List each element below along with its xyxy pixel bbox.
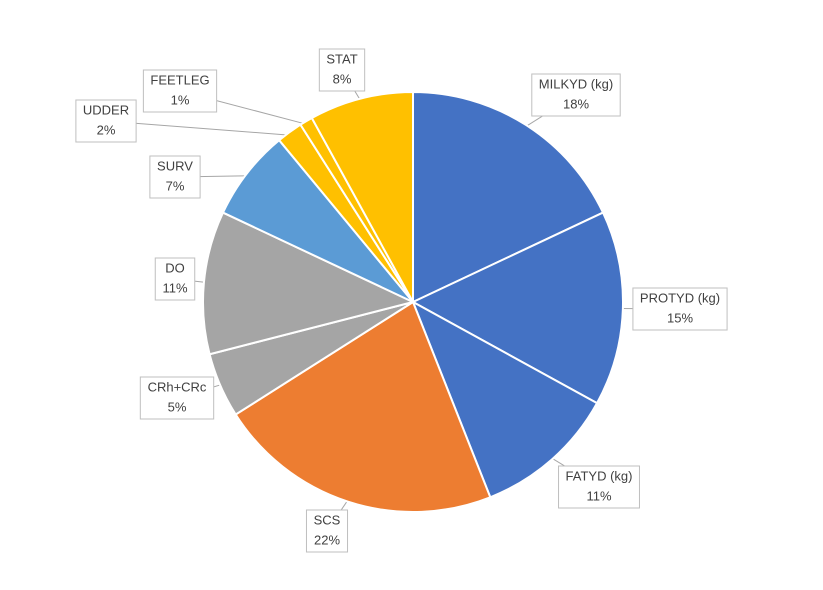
label-box: [154, 257, 196, 301]
data-label: PROTYD (kg) 15%: [632, 287, 728, 331]
label-box: [142, 69, 218, 113]
label-value: 11%: [162, 280, 187, 295]
label-box: [75, 99, 137, 143]
label-value: 5%: [168, 399, 187, 414]
label-box: [149, 155, 201, 199]
slice: [234, 300, 492, 513]
label-category: STAT: [326, 51, 357, 66]
label-value: 22%: [314, 532, 340, 547]
label-value: 7%: [166, 178, 185, 193]
data-labels: MILKYD (kg) 18% PROTYD (kg) 15% FATYD (kg) 11…: [75, 48, 728, 553]
slice: [202, 211, 416, 356]
slice: [310, 90, 414, 303]
data-label: DO 11%: [154, 257, 196, 301]
label-value: 1%: [171, 92, 190, 107]
label-category: UDDER: [83, 102, 129, 117]
label-category: SURV: [157, 158, 193, 173]
label-box: [318, 48, 366, 92]
label-category: MILKYD (kg): [539, 76, 613, 91]
label-box: [305, 509, 349, 553]
label-category: FATYD (kg): [566, 468, 633, 483]
slice: [411, 299, 599, 499]
label-box: [558, 465, 640, 509]
label-category: SCS: [314, 512, 341, 527]
label-category: DO: [165, 260, 185, 275]
data-label: FATYD (kg) 11%: [558, 465, 640, 509]
label-box: [139, 376, 215, 420]
label-category: PROTYD (kg): [640, 290, 720, 305]
label-category: CRh+CRc: [148, 379, 207, 394]
label-box: [632, 287, 728, 331]
label-box: [531, 73, 621, 117]
data-label: SCS 22%: [305, 509, 349, 553]
label-value: 8%: [333, 71, 352, 86]
label-category: FEETLEG: [150, 72, 209, 87]
label-value: 2%: [97, 122, 116, 137]
data-label: STAT 8%: [318, 48, 366, 92]
data-label: CRh+CRc 5%: [139, 376, 215, 420]
leader-line: [105, 120, 292, 136]
label-value: 18%: [563, 96, 589, 111]
data-label: FEETLEG 1%: [142, 69, 218, 113]
data-label: UDDER 2%: [75, 99, 137, 143]
data-label: SURV 7%: [149, 155, 201, 199]
slices: [202, 90, 624, 513]
slice: [412, 90, 605, 304]
label-value: 15%: [667, 310, 693, 325]
data-label: MILKYD (kg) 18%: [531, 73, 621, 117]
slice: [410, 211, 624, 405]
label-value: 11%: [586, 488, 611, 503]
